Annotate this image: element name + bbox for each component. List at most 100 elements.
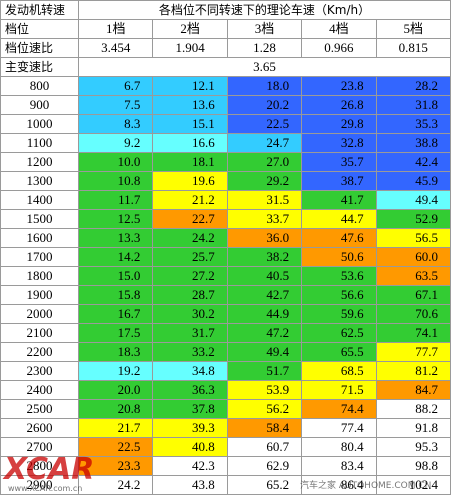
site: www.XCAR.com.cn bbox=[8, 484, 83, 493]
rpm: 2200 bbox=[0, 342, 79, 362]
data-row: 2900 24.2 43.8 65.2 86.4 102.4 bbox=[0, 475, 451, 495]
speed: 20.0 bbox=[77, 380, 154, 400]
speed: 29.8 bbox=[301, 114, 377, 134]
speed: 70.6 bbox=[375, 304, 451, 324]
speed: 28.7 bbox=[152, 285, 228, 305]
speed: 18.0 bbox=[226, 76, 303, 96]
data-row: 1600 13.3 24.2 36.0 47.6 56.5 bbox=[0, 228, 451, 248]
speed: 56.6 bbox=[301, 285, 377, 305]
speed: 53.9 bbox=[226, 380, 303, 400]
speed: 86.4 bbox=[301, 475, 377, 495]
speed: 12.1 bbox=[152, 76, 228, 96]
speed: 63.5 bbox=[375, 266, 451, 286]
speed: 88.2 bbox=[375, 399, 451, 419]
rpm: 1500 bbox=[0, 209, 79, 229]
rpm: 1300 bbox=[0, 171, 79, 191]
speed: 18.3 bbox=[77, 342, 154, 362]
speed: 28.2 bbox=[375, 76, 451, 96]
rpm: 2400 bbox=[0, 380, 79, 400]
speed: 51.7 bbox=[226, 361, 303, 381]
speed: 58.4 bbox=[226, 418, 303, 438]
data-row: 800 6.7 12.1 18.0 23.8 28.2 bbox=[0, 76, 451, 96]
data-row: 1800 15.0 27.2 40.5 53.6 63.5 bbox=[0, 266, 451, 286]
speed: 59.6 bbox=[301, 304, 377, 324]
speed: 91.8 bbox=[375, 418, 451, 438]
speed: 40.8 bbox=[152, 437, 228, 457]
speed: 43.8 bbox=[152, 475, 228, 495]
speed: 60.7 bbox=[226, 437, 303, 457]
speed: 80.4 bbox=[301, 437, 377, 457]
speed: 13.3 bbox=[77, 228, 154, 248]
speed: 67.1 bbox=[375, 285, 451, 305]
speed: 38.2 bbox=[226, 247, 303, 267]
speed: 23.3 bbox=[77, 456, 154, 476]
speed: 25.7 bbox=[152, 247, 228, 267]
speed: 15.8 bbox=[77, 285, 154, 305]
gear-ratio: 1.904 bbox=[152, 38, 228, 58]
speed: 30.2 bbox=[152, 304, 228, 324]
speed: 15.0 bbox=[77, 266, 154, 286]
rpm: 1800 bbox=[0, 266, 79, 286]
rpm: 2600 bbox=[0, 418, 79, 438]
speed: 24.2 bbox=[152, 228, 228, 248]
speed: 102.4 bbox=[375, 475, 451, 495]
speed: 44.7 bbox=[301, 209, 377, 229]
final-ratio: 3.65 bbox=[78, 57, 451, 77]
speed: 71.5 bbox=[301, 380, 377, 400]
gear-row: 档位 1档 2档 3档 4档 5档 bbox=[0, 19, 451, 39]
speed: 8.3 bbox=[77, 114, 154, 134]
speed: 39.3 bbox=[152, 418, 228, 438]
speed: 16.7 bbox=[77, 304, 154, 324]
data-row: 2300 19.2 34.8 51.7 68.5 81.2 bbox=[0, 361, 451, 381]
rpm: 2500 bbox=[0, 399, 79, 419]
data-row: 1500 12.5 22.7 33.7 44.7 52.9 bbox=[0, 209, 451, 229]
speed: 31.7 bbox=[152, 323, 228, 343]
data-row: 2500 20.8 37.8 56.2 74.4 88.2 bbox=[0, 399, 451, 419]
speed: 62.9 bbox=[226, 456, 303, 476]
speed: 22.5 bbox=[77, 437, 154, 457]
speed: 60.0 bbox=[375, 247, 451, 267]
speed: 81.2 bbox=[375, 361, 451, 381]
rpm: 2000 bbox=[0, 304, 79, 324]
rpm: 900 bbox=[0, 95, 79, 115]
speed: 26.8 bbox=[301, 95, 377, 115]
speed: 14.2 bbox=[77, 247, 154, 267]
speed: 10.8 bbox=[77, 171, 154, 191]
data-row: 1700 14.2 25.7 38.2 50.6 60.0 bbox=[0, 247, 451, 267]
speed: 62.5 bbox=[301, 323, 377, 343]
data-row: 2800 23.3 42.3 62.9 83.4 98.8 bbox=[0, 456, 451, 476]
speed: 56.5 bbox=[375, 228, 451, 248]
speed: 22.7 bbox=[152, 209, 228, 229]
gear: 5档 bbox=[375, 19, 451, 39]
corner: 发动机转速 bbox=[0, 0, 79, 20]
speed: 22.5 bbox=[226, 114, 303, 134]
title-row: 发动机转速 各档位不同转速下的理论车速（Km/h） bbox=[0, 0, 451, 20]
rpm: 2900 bbox=[0, 475, 79, 495]
speed: 42.7 bbox=[226, 285, 303, 305]
speed: 13.6 bbox=[152, 95, 228, 115]
data-row: 2400 20.0 36.3 53.9 71.5 84.7 bbox=[0, 380, 451, 400]
speed: 23.8 bbox=[301, 76, 377, 96]
speed: 12.5 bbox=[77, 209, 154, 229]
gear-ratio: 1.28 bbox=[226, 38, 303, 58]
speed: 50.6 bbox=[301, 247, 377, 267]
rpm: 1900 bbox=[0, 285, 79, 305]
speed: 65.2 bbox=[226, 475, 303, 495]
speed: 41.7 bbox=[301, 190, 377, 210]
speed: 47.6 bbox=[301, 228, 377, 248]
speed: 40.5 bbox=[226, 266, 303, 286]
gear: 2档 bbox=[152, 19, 228, 39]
speed: 77.4 bbox=[301, 418, 377, 438]
data-row: 1900 15.8 28.7 42.7 56.6 67.1 bbox=[0, 285, 451, 305]
data-row: 1000 8.3 15.1 22.5 29.8 35.3 bbox=[0, 114, 451, 134]
speed: 19.2 bbox=[77, 361, 154, 381]
rpm: 800 bbox=[0, 76, 79, 96]
speed: 52.9 bbox=[375, 209, 451, 229]
speed: 47.2 bbox=[226, 323, 303, 343]
speed: 31.5 bbox=[226, 190, 303, 210]
speed: 38.8 bbox=[375, 133, 451, 153]
speed: 20.8 bbox=[77, 399, 154, 419]
